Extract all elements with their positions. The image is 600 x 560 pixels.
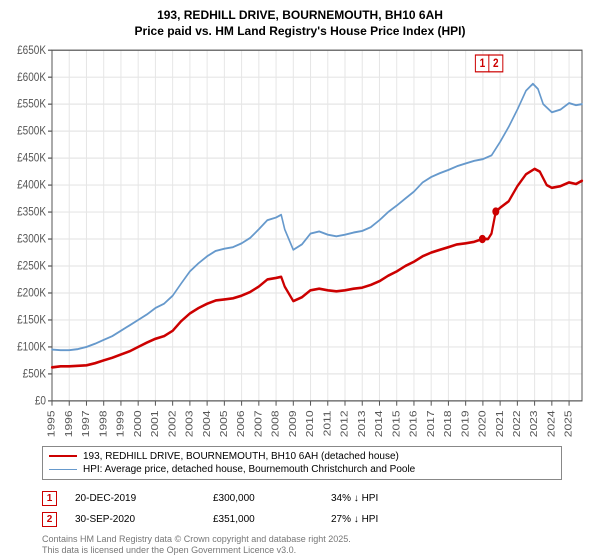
footer-attribution: Contains HM Land Registry data © Crown c…	[42, 534, 562, 557]
marker-number-box: 2	[42, 512, 57, 527]
svg-text:£500K: £500K	[17, 125, 46, 138]
svg-text:2003: 2003	[184, 411, 195, 438]
svg-text:1996: 1996	[64, 411, 75, 438]
marker-price: £300,000	[213, 493, 313, 504]
svg-text:2014: 2014	[374, 411, 385, 438]
title-line2: Price paid vs. HM Land Registry's House …	[10, 24, 590, 40]
footer-line2: This data is licensed under the Open Gov…	[42, 545, 562, 556]
svg-text:£50K: £50K	[23, 368, 47, 381]
marker-number-box: 1	[42, 491, 57, 506]
svg-text:2017: 2017	[426, 411, 437, 438]
svg-text:£400K: £400K	[17, 179, 46, 192]
svg-text:2020: 2020	[477, 411, 488, 438]
svg-text:£450K: £450K	[17, 152, 46, 165]
title-line1: 193, REDHILL DRIVE, BOURNEMOUTH, BH10 6A…	[10, 8, 590, 24]
svg-text:2025: 2025	[564, 411, 575, 438]
legend-row: 193, REDHILL DRIVE, BOURNEMOUTH, BH10 6A…	[49, 450, 555, 463]
svg-text:2011: 2011	[322, 411, 333, 437]
svg-text:1997: 1997	[81, 411, 92, 438]
svg-text:2023: 2023	[529, 411, 540, 438]
chart-container: 193, REDHILL DRIVE, BOURNEMOUTH, BH10 6A…	[0, 0, 600, 560]
svg-text:1999: 1999	[115, 411, 126, 438]
svg-text:2019: 2019	[460, 411, 471, 438]
svg-text:2022: 2022	[512, 411, 523, 438]
svg-text:£600K: £600K	[17, 71, 46, 84]
legend-row: HPI: Average price, detached house, Bour…	[49, 463, 555, 476]
svg-text:2010: 2010	[305, 411, 316, 438]
legend-label: 193, REDHILL DRIVE, BOURNEMOUTH, BH10 6A…	[83, 451, 399, 462]
svg-text:£250K: £250K	[17, 260, 46, 273]
svg-text:2005: 2005	[219, 411, 230, 438]
svg-text:2021: 2021	[495, 411, 506, 438]
svg-text:2008: 2008	[271, 411, 282, 438]
svg-text:£300K: £300K	[17, 233, 46, 246]
svg-text:£100K: £100K	[17, 341, 46, 354]
svg-text:£550K: £550K	[17, 98, 46, 111]
svg-text:1995: 1995	[46, 411, 57, 438]
marker-row: 2 30-SEP-2020 £351,000 27% ↓ HPI	[42, 509, 562, 530]
marker-date: 30-SEP-2020	[75, 514, 195, 525]
svg-text:2: 2	[493, 58, 499, 71]
svg-text:2016: 2016	[408, 411, 419, 438]
svg-text:2024: 2024	[546, 411, 557, 438]
marker-row: 1 20-DEC-2019 £300,000 34% ↓ HPI	[42, 488, 562, 509]
svg-text:2015: 2015	[391, 411, 402, 438]
svg-text:£200K: £200K	[17, 287, 46, 300]
marker-delta: 34% ↓ HPI	[331, 493, 562, 504]
svg-text:2002: 2002	[167, 411, 178, 438]
svg-text:1998: 1998	[98, 411, 109, 438]
svg-text:2013: 2013	[357, 411, 368, 438]
legend-swatch	[49, 455, 77, 457]
chart-svg: £0 £50K £100K £150K £200K £250K £300K £350K £400…	[10, 43, 590, 439]
legend: 193, REDHILL DRIVE, BOURNEMOUTH, BH10 6A…	[42, 446, 562, 480]
svg-text:2012: 2012	[340, 411, 351, 438]
svg-text:2018: 2018	[443, 411, 454, 438]
marker-price: £351,000	[213, 514, 313, 525]
svg-text:2007: 2007	[253, 411, 264, 438]
svg-text:2004: 2004	[202, 411, 213, 438]
footer-line1: Contains HM Land Registry data © Crown c…	[42, 534, 562, 545]
svg-text:£650K: £650K	[17, 44, 46, 57]
marker-delta: 27% ↓ HPI	[331, 514, 562, 525]
marker-date: 20-DEC-2019	[75, 493, 195, 504]
svg-text:£350K: £350K	[17, 206, 46, 219]
svg-text:£150K: £150K	[17, 314, 46, 327]
markers-table: 1 20-DEC-2019 £300,000 34% ↓ HPI 2 30-SEP-202…	[42, 488, 562, 530]
svg-text:2006: 2006	[236, 411, 247, 438]
svg-text:2001: 2001	[150, 411, 161, 438]
svg-text:2009: 2009	[288, 411, 299, 438]
chart-plot-area: £0 £50K £100K £150K £200K £250K £300K £350K £400…	[10, 43, 590, 439]
chart-title: 193, REDHILL DRIVE, BOURNEMOUTH, BH10 6A…	[10, 8, 590, 39]
legend-swatch	[49, 469, 77, 470]
svg-text:£0: £0	[35, 395, 46, 408]
svg-text:2000: 2000	[133, 411, 144, 438]
svg-text:1: 1	[480, 58, 486, 71]
legend-label: HPI: Average price, detached house, Bour…	[83, 464, 415, 475]
